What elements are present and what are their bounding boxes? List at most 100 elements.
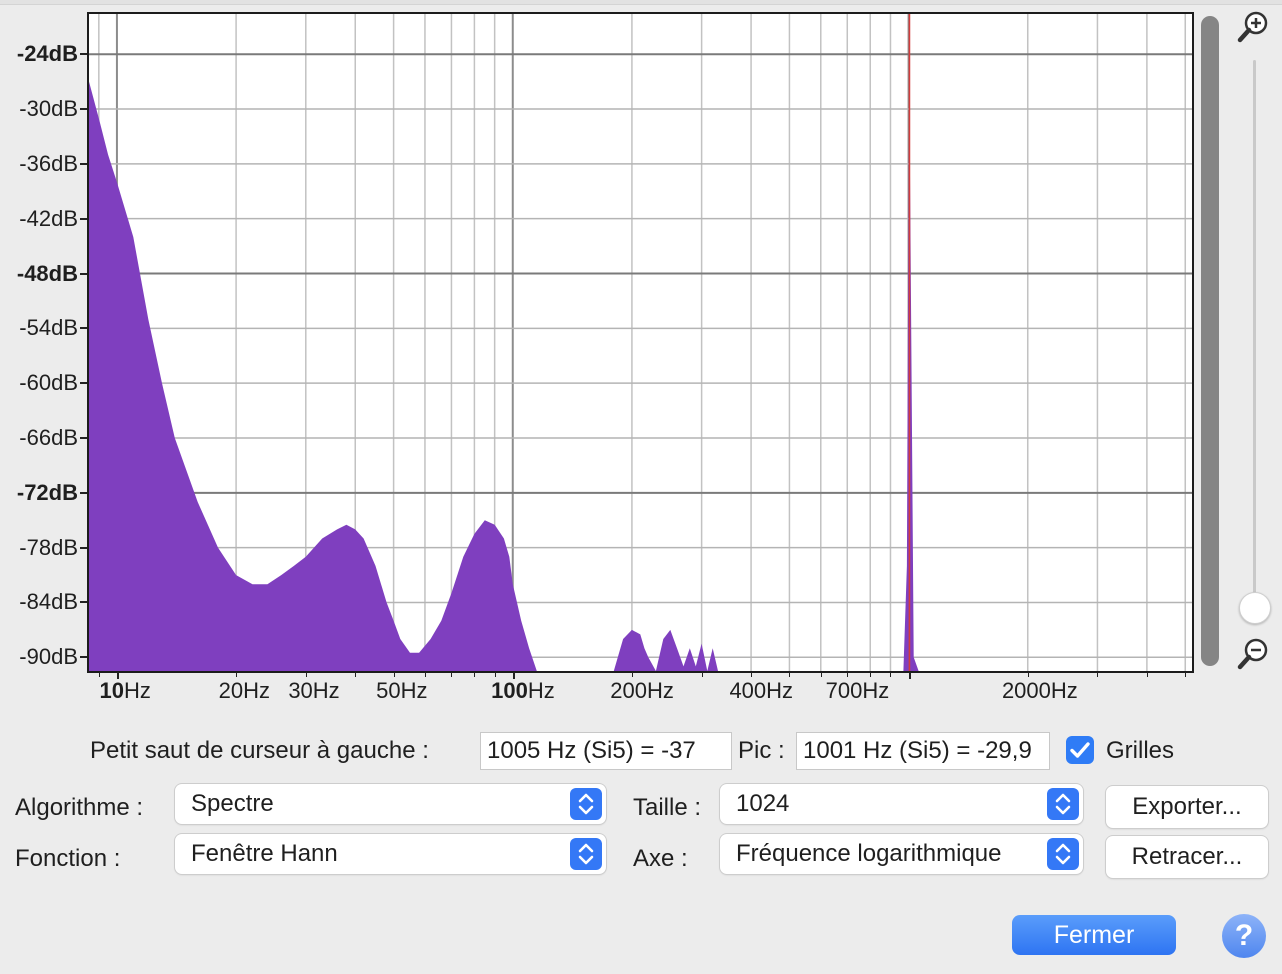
algorithm-label: Algorithme : (15, 794, 144, 821)
x-tick-mark (751, 672, 753, 677)
x-tick-mark (908, 672, 911, 679)
x-tick-mark (393, 672, 395, 677)
y-tick-label: -90dB (19, 644, 78, 670)
axis-label: Axe : (633, 845, 688, 872)
spectrum-plot[interactable] (87, 12, 1194, 673)
x-axis: 10 Hz 20Hz 30Hz 50Hz 100Hz 200Hz 400Hz 700Hz 2000… (87, 672, 1192, 712)
grids-checkbox[interactable] (1066, 736, 1094, 764)
size-select-value: 1024 (736, 790, 790, 817)
y-tick-label: -36dB (19, 150, 78, 176)
x-tick-mark (355, 672, 357, 677)
x-tick-mark (494, 672, 496, 677)
x-tick-mark (631, 672, 633, 677)
x-tick-mark (451, 672, 453, 677)
y-tick-mark (80, 436, 88, 439)
y-tick-label: -48dB (16, 260, 78, 286)
chevron-updown-icon (570, 788, 602, 820)
y-tick-mark (80, 272, 88, 275)
axis-select[interactable]: Fréquence logarithmique (720, 834, 1083, 874)
x-tick-label: 200Hz (610, 678, 674, 704)
x-tick-mark (1146, 672, 1148, 677)
y-tick-mark (80, 108, 88, 111)
cursor-label: Petit saut de curseur à gauche : (90, 737, 429, 764)
x-tick-mark (820, 672, 822, 677)
algorithm-select-value: Spectre (191, 790, 274, 817)
x-tick-mark (305, 672, 307, 677)
y-tick-label: -84dB (19, 589, 78, 615)
x-tick-label-text: 30Hz (288, 678, 340, 703)
x-tick-label-text: 20Hz (218, 678, 270, 703)
x-tick-label: 100Hz (491, 678, 555, 704)
close-button[interactable]: Fermer (1012, 915, 1176, 955)
x-tick-mark (424, 672, 426, 677)
peak-value-field[interactable]: 1001 Hz (Si5) = -29,9 (796, 732, 1050, 770)
cursor-value-field[interactable]: 1005 Hz (Si5) = -37 (480, 732, 732, 770)
x-tick-label-text: 50Hz (376, 678, 428, 703)
zoom-slider-knob[interactable] (1239, 592, 1271, 624)
y-tick-label: -42dB (19, 205, 78, 231)
replot-button[interactable]: Retracer... (1106, 836, 1268, 878)
y-tick-mark (80, 217, 88, 220)
window-top-edge (0, 0, 1282, 5)
export-button[interactable]: Exporter... (1106, 786, 1268, 828)
y-tick-label: -78dB (19, 534, 78, 560)
function-label: Fonction : (15, 845, 121, 872)
x-tick-label-bold: 100 (491, 678, 528, 703)
chevron-updown-icon (570, 838, 602, 870)
x-tick-label: 700Hz (826, 678, 890, 704)
y-tick-label: -60dB (19, 370, 78, 396)
axis-select-value: Fréquence logarithmique (736, 840, 1002, 867)
y-axis: -24dB -30dB -36dB -42dB -48dB -54dB -60dB -66dB… (0, 12, 88, 672)
y-tick-label: -72dB (16, 479, 78, 505)
spectrum-svg[interactable] (89, 14, 1192, 671)
zoom-out-icon[interactable] (1236, 637, 1270, 671)
x-tick-mark (474, 672, 476, 677)
x-tick-mark (98, 672, 100, 677)
y-tick-mark (80, 162, 88, 165)
x-tick-mark (870, 672, 872, 677)
zoom-slider-track[interactable] (1253, 60, 1256, 620)
y-tick-label: -66dB (19, 424, 78, 450)
x-tick-mark (789, 672, 791, 677)
algorithm-select[interactable]: Spectre (175, 784, 606, 824)
x-tick-mark (116, 672, 119, 679)
x-tick-mark (847, 672, 849, 677)
chevron-updown-icon (1047, 838, 1079, 870)
y-tick-label: -30dB (19, 96, 78, 122)
y-tick-mark (80, 546, 88, 549)
function-select[interactable]: Fenêtre Hann (175, 834, 606, 874)
size-select[interactable]: 1024 (720, 784, 1083, 824)
x-tick-label-text: Hz (527, 678, 555, 703)
zoom-in-icon[interactable] (1236, 10, 1270, 44)
x-tick-label-text: 200Hz (610, 678, 674, 703)
x-tick-label-text: 2000Hz (1001, 678, 1078, 703)
x-tick-mark (1097, 672, 1099, 677)
x-tick-mark (512, 672, 515, 679)
spectrum-area (89, 81, 919, 671)
y-tick-mark (80, 601, 88, 604)
grids-label: Grilles (1106, 737, 1175, 764)
x-tick-label: 2000Hz (1002, 678, 1078, 704)
y-tick-mark (80, 491, 88, 494)
x-tick-mark (701, 672, 703, 677)
y-tick-mark (80, 656, 88, 659)
peak-label: Pic : (738, 737, 785, 764)
function-select-value: Fenêtre Hann (191, 840, 338, 867)
x-tick-label: 400Hz (729, 678, 793, 704)
help-button[interactable]: ? (1222, 914, 1266, 958)
x-tick-mark (236, 672, 238, 677)
vertical-scrollbar[interactable] (1201, 16, 1219, 666)
checkmark-icon (1070, 742, 1090, 758)
x-tick-label-text: 700Hz (825, 678, 890, 703)
size-label: Taille : (633, 794, 702, 821)
x-tick-label: 20Hz (219, 678, 270, 704)
chevron-updown-icon (1047, 788, 1079, 820)
x-tick-label-bold: 10 (99, 678, 124, 703)
x-tick-mark (890, 672, 892, 677)
x-tick-mark (1027, 672, 1029, 677)
x-tick-mark (1185, 672, 1187, 677)
y-tick-label: -54dB (19, 315, 78, 341)
x-tick-label: 30Hz (288, 678, 339, 704)
x-tick-label-text: 400Hz (729, 678, 794, 703)
y-tick-label: -24dB (16, 41, 78, 67)
